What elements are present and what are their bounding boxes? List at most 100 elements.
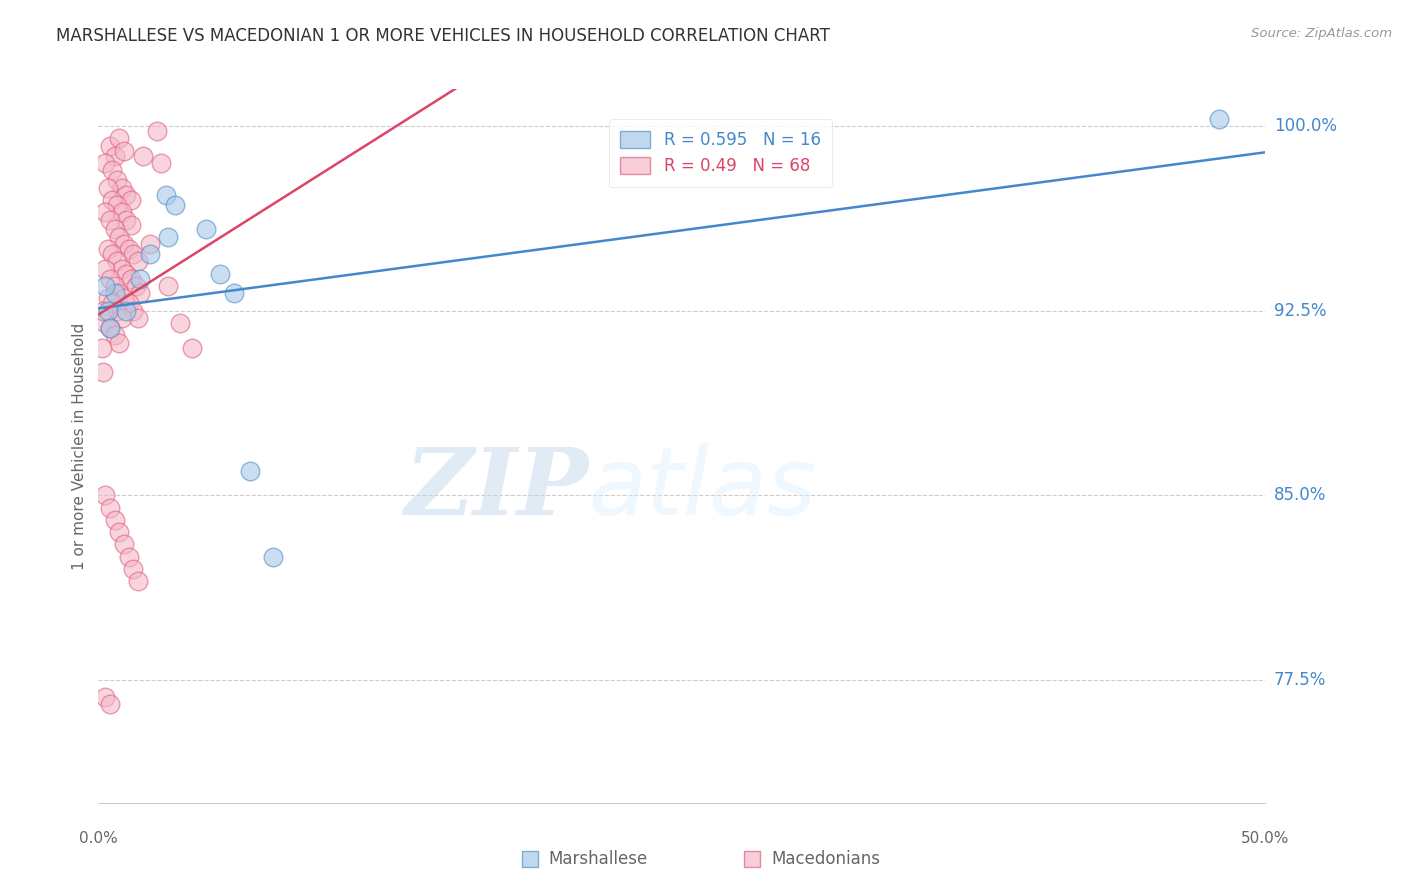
Point xyxy=(519,851,541,865)
Point xyxy=(125,279,148,293)
Text: 77.5%: 77.5% xyxy=(1274,671,1326,689)
Point xyxy=(194,222,217,236)
Text: Macedonians: Macedonians xyxy=(770,849,880,868)
Point xyxy=(139,247,162,261)
Point xyxy=(98,321,121,335)
Point xyxy=(1208,112,1230,126)
Point xyxy=(101,247,124,261)
Point xyxy=(104,222,127,236)
Point xyxy=(112,537,135,551)
Point xyxy=(98,212,121,227)
Text: ZIP: ZIP xyxy=(405,444,589,533)
Point xyxy=(94,488,117,502)
Point xyxy=(129,286,152,301)
Point xyxy=(139,237,162,252)
Point xyxy=(108,131,131,145)
Text: 85.0%: 85.0% xyxy=(1274,486,1326,504)
Point xyxy=(127,574,149,589)
Point xyxy=(165,198,187,212)
Point xyxy=(97,303,120,318)
Point xyxy=(118,549,141,564)
Point xyxy=(108,335,131,350)
Point xyxy=(98,271,121,285)
Legend: R = 0.595   N = 16, R = 0.49   N = 68: R = 0.595 N = 16, R = 0.49 N = 68 xyxy=(609,119,832,187)
Point xyxy=(105,173,128,187)
Point xyxy=(101,193,124,207)
Point xyxy=(262,549,284,564)
Point xyxy=(111,311,134,326)
Point xyxy=(94,156,117,170)
Text: 100.0%: 100.0% xyxy=(1274,117,1337,135)
Point xyxy=(97,180,120,194)
Point xyxy=(115,267,138,281)
Point xyxy=(104,328,127,343)
Point xyxy=(98,138,121,153)
Point xyxy=(105,303,128,318)
Point xyxy=(111,205,134,219)
Point xyxy=(101,296,124,310)
Point xyxy=(120,271,142,285)
Point xyxy=(101,163,124,178)
Point xyxy=(111,180,134,194)
Point xyxy=(129,271,152,285)
Point xyxy=(94,690,117,704)
Point xyxy=(98,698,121,712)
Point xyxy=(104,513,127,527)
Point xyxy=(155,188,177,202)
Point xyxy=(97,242,120,256)
Point xyxy=(112,144,135,158)
Point xyxy=(127,254,149,268)
Point xyxy=(94,279,117,293)
Point xyxy=(180,341,202,355)
Text: 0.0%: 0.0% xyxy=(79,831,118,847)
Point xyxy=(112,237,135,252)
Point xyxy=(98,500,121,515)
Point xyxy=(97,291,120,305)
Point xyxy=(105,254,128,268)
Point xyxy=(111,261,134,276)
Point xyxy=(132,148,155,162)
Y-axis label: 1 or more Vehicles in Household: 1 or more Vehicles in Household xyxy=(72,322,87,570)
Text: 50.0%: 50.0% xyxy=(1241,831,1289,847)
Point xyxy=(90,341,112,355)
Point xyxy=(108,525,131,540)
Point xyxy=(104,279,127,293)
Point xyxy=(150,156,173,170)
Point xyxy=(169,316,191,330)
Point xyxy=(104,148,127,162)
Point xyxy=(122,247,145,261)
Point xyxy=(157,279,180,293)
Point xyxy=(127,311,149,326)
Point xyxy=(105,198,128,212)
Point xyxy=(115,303,138,318)
Point xyxy=(112,291,135,305)
Point xyxy=(98,321,121,335)
Point xyxy=(208,267,231,281)
Point xyxy=(108,230,131,244)
Point xyxy=(115,212,138,227)
Point xyxy=(146,124,169,138)
Point xyxy=(115,188,138,202)
Point xyxy=(741,851,763,865)
Point xyxy=(94,261,117,276)
Text: 92.5%: 92.5% xyxy=(1274,301,1326,319)
Point xyxy=(108,286,131,301)
Point xyxy=(94,316,117,330)
Point xyxy=(157,230,180,244)
Text: MARSHALLESE VS MACEDONIAN 1 OR MORE VEHICLES IN HOUSEHOLD CORRELATION CHART: MARSHALLESE VS MACEDONIAN 1 OR MORE VEHI… xyxy=(56,27,830,45)
Point xyxy=(122,303,145,318)
Point xyxy=(91,365,114,379)
Point xyxy=(94,205,117,219)
Text: Marshallese: Marshallese xyxy=(548,849,648,868)
Text: atlas: atlas xyxy=(589,443,817,534)
Point xyxy=(118,242,141,256)
Point xyxy=(122,562,145,576)
Text: Source: ZipAtlas.com: Source: ZipAtlas.com xyxy=(1251,27,1392,40)
Point xyxy=(239,464,262,478)
Point xyxy=(222,286,245,301)
Point xyxy=(120,193,142,207)
Point xyxy=(104,286,127,301)
Point xyxy=(120,218,142,232)
Point xyxy=(118,296,141,310)
Point xyxy=(91,303,114,318)
